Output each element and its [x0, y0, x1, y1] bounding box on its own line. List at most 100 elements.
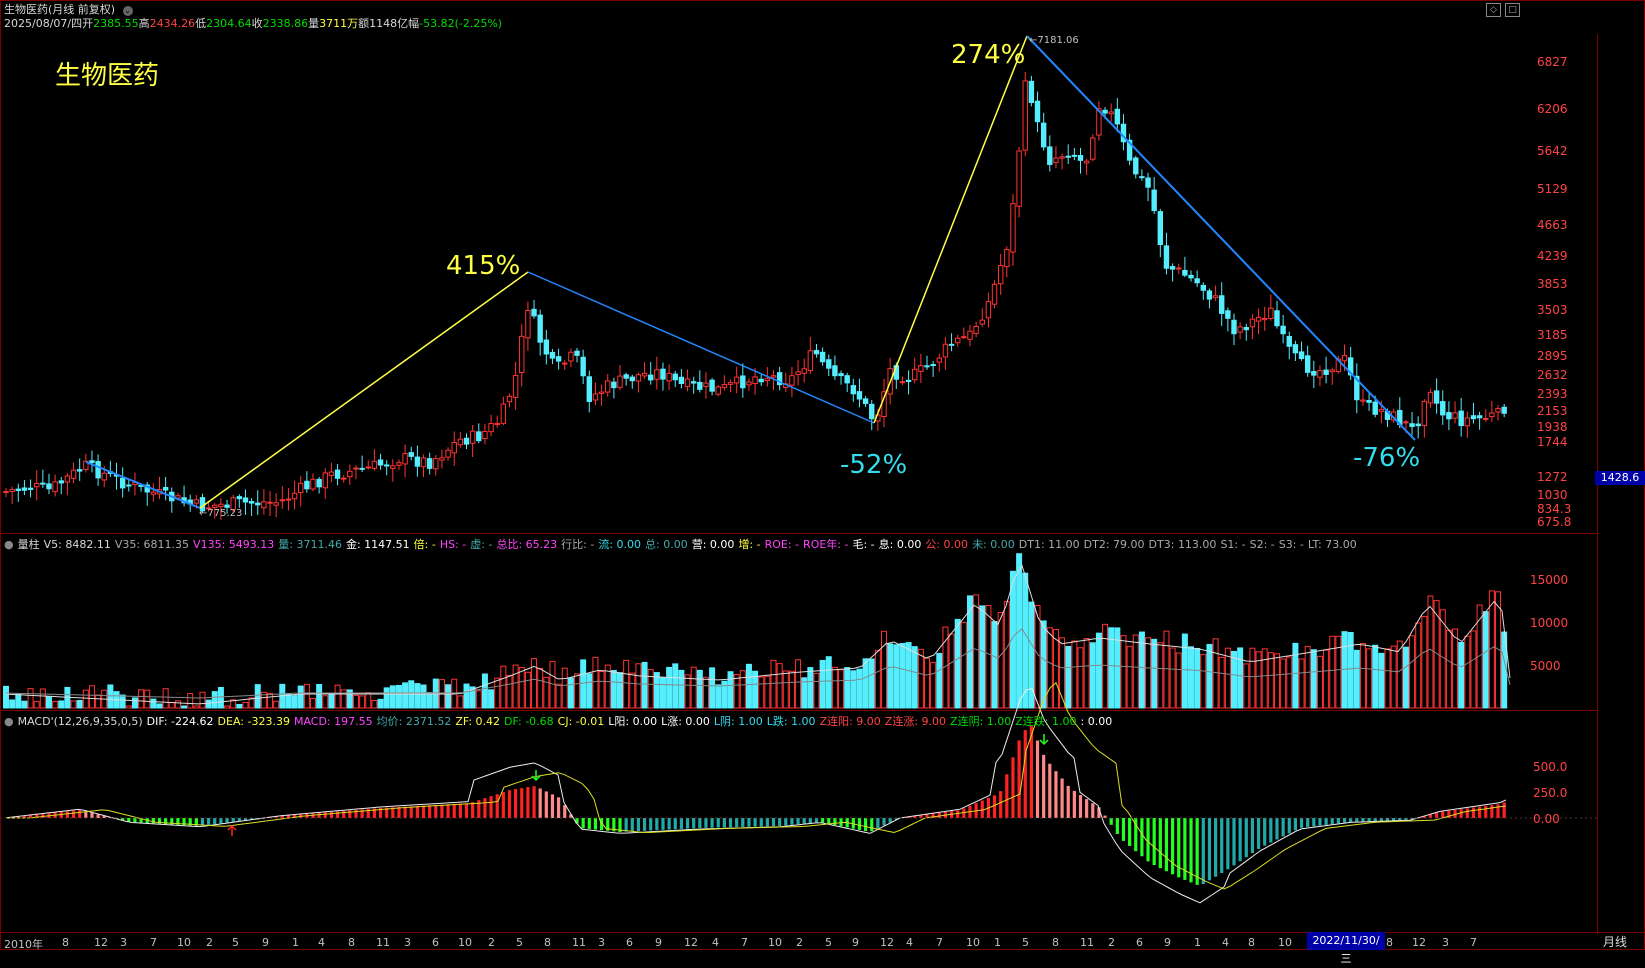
volume-bar	[801, 677, 808, 709]
volume-bar	[174, 700, 181, 709]
volume-info-item: HS: -	[439, 538, 467, 551]
macd-bar	[618, 818, 622, 832]
macd-bar	[575, 818, 579, 824]
volume-bar	[15, 693, 22, 709]
volume-bar	[893, 644, 900, 709]
indicator-menu-icon[interactable]: ●	[4, 715, 14, 728]
candle-body	[52, 481, 58, 493]
candle-body	[494, 422, 500, 426]
macd-bar	[170, 818, 174, 825]
candle-body	[15, 488, 21, 492]
macd-bar	[882, 818, 886, 826]
volume-bar	[506, 674, 513, 709]
volume-bar	[1359, 642, 1366, 709]
volume-bar	[1495, 591, 1502, 709]
macd-bar	[1091, 803, 1095, 818]
candle-body	[95, 461, 101, 479]
price-tick-label: 3185	[1537, 328, 1568, 342]
volume-bar	[752, 670, 759, 709]
volume-bar	[512, 664, 519, 709]
volume-bar	[991, 621, 998, 709]
volume-info-item: ROE年: -	[803, 538, 849, 551]
macd-bar	[1459, 809, 1463, 818]
candle-body	[629, 376, 635, 382]
candle-body	[236, 496, 243, 500]
volume-bar	[764, 675, 771, 709]
candle-body	[3, 490, 9, 493]
macd-bar	[827, 818, 831, 824]
candle-body	[605, 380, 611, 393]
macd-bar	[35, 814, 39, 818]
candle-body	[1157, 211, 1164, 246]
volume-bar	[1292, 642, 1299, 709]
volume-bar	[721, 680, 728, 709]
volume-bar	[1304, 645, 1311, 709]
indicator-menu-icon[interactable]: ●	[4, 538, 14, 551]
volume-bar	[1083, 637, 1090, 709]
macd-bar	[471, 802, 475, 818]
trend-line-down	[527, 271, 875, 424]
time-tick-label: 10	[177, 936, 191, 949]
candle-body	[715, 386, 721, 395]
maximize-icon[interactable]: □	[1505, 3, 1520, 17]
volume-bar	[1065, 645, 1072, 709]
time-tick-label: 6	[1136, 936, 1143, 949]
candle-body	[70, 469, 77, 479]
candle-body	[1372, 401, 1378, 415]
volume-bar	[260, 691, 267, 709]
macd-bar	[41, 813, 45, 818]
volume-info-item: S2: -	[1249, 538, 1275, 551]
volume-bar	[1273, 653, 1280, 709]
volume-bar	[911, 646, 918, 709]
volume-bar	[623, 659, 630, 709]
macd-bar	[735, 818, 739, 828]
macd-bar	[378, 807, 383, 818]
volume-bar	[1181, 633, 1188, 709]
ohlc-field: 额	[358, 17, 370, 30]
macd-bar	[538, 788, 542, 818]
candle-body	[776, 372, 783, 386]
volume-bar	[561, 667, 568, 709]
candle-body	[512, 374, 519, 398]
volume-bar	[291, 695, 298, 709]
candle-body	[1415, 423, 1421, 427]
macd-bar	[999, 791, 1003, 818]
time-tick-label: 2	[206, 936, 213, 949]
candle-body	[40, 482, 46, 485]
candle-body	[592, 393, 599, 401]
macd-bar	[802, 818, 806, 824]
candle-body	[414, 456, 421, 467]
chevron-down-icon[interactable]: ⌄	[122, 6, 133, 16]
macd-bar	[716, 818, 720, 828]
annotation-fall-1: -52%	[840, 450, 908, 480]
macd-bar	[176, 818, 180, 825]
price-chart[interactable]	[0, 0, 1597, 932]
macd-bar	[544, 791, 548, 818]
macd-bar	[1293, 818, 1297, 831]
volume-bar	[887, 643, 894, 709]
candle-body	[795, 371, 801, 375]
macd-bar	[1146, 818, 1150, 862]
time-tick-label: 4	[906, 936, 913, 949]
price-tick-label: 675.8	[1537, 515, 1572, 529]
macd-bar	[1140, 818, 1144, 857]
candle-body	[1108, 111, 1114, 115]
volume-bar	[586, 673, 593, 709]
macd-bar	[1035, 740, 1040, 818]
diamond-icon[interactable]: ◇	[1486, 3, 1501, 17]
panel-divider-macd	[0, 710, 1597, 711]
candle-body	[396, 462, 402, 466]
volume-bar	[365, 692, 372, 709]
candle-body	[758, 378, 764, 383]
volume-bar	[917, 648, 924, 709]
time-tick-label: 8	[1386, 936, 1393, 949]
candle-body	[838, 373, 844, 377]
price-tick-label: 4239	[1537, 249, 1568, 263]
volume-bar	[162, 688, 169, 709]
time-tick-label: 11	[1080, 936, 1094, 949]
candle-body	[807, 350, 814, 372]
time-tick-label: 4	[318, 936, 325, 949]
candle-body	[1231, 319, 1237, 335]
macd-bar	[213, 818, 217, 825]
period-button[interactable]: 月线	[1603, 935, 1628, 949]
